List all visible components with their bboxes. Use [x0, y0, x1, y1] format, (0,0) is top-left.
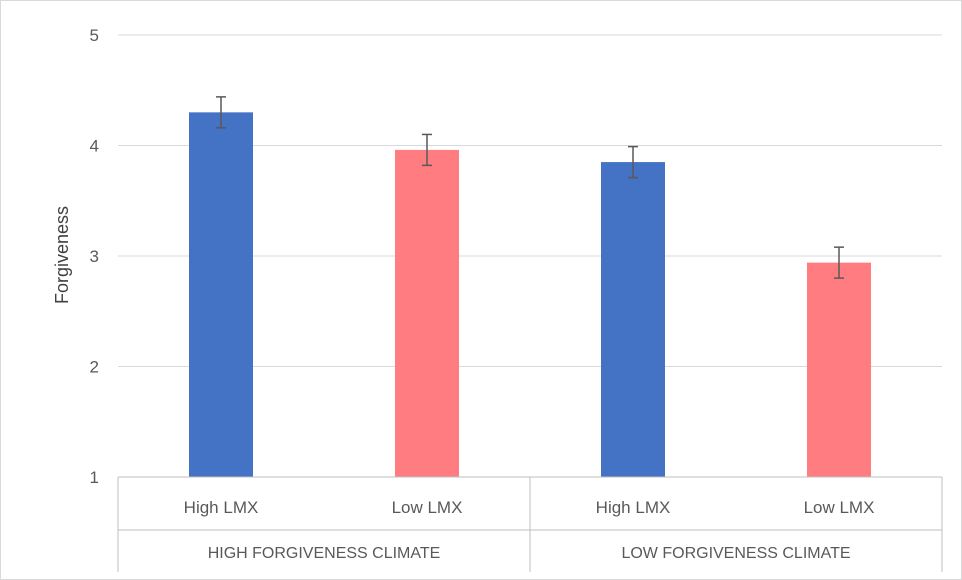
y-axis-label: Forgiveness [52, 206, 72, 304]
gridlines [118, 34, 942, 367]
bar [601, 162, 665, 477]
x-axis: High LMX Low LMX High LMX Low LMX HIGH FORGI… [117, 476, 943, 572]
y-tick-label: 5 [90, 26, 99, 45]
y-tick-label: 2 [90, 358, 99, 377]
y-axis-ticks: 1 2 3 4 5 [90, 26, 99, 487]
x-category-label: Low LMX [804, 498, 875, 517]
bars [189, 112, 871, 478]
x-group-label: HIGH FORGIVENESS CLIMATE [208, 545, 441, 562]
bar [189, 112, 253, 477]
error-bars [216, 96, 844, 279]
x-category-label: Low LMX [392, 498, 463, 517]
x-category-label: High LMX [596, 498, 671, 517]
y-tick-label: 4 [90, 137, 99, 156]
bar [395, 149, 459, 478]
x-category-label: High LMX [184, 498, 259, 517]
x-group-label: LOW FORGIVENESS CLIMATE [621, 545, 850, 562]
bar [807, 262, 871, 477]
y-tick-label: 1 [90, 468, 99, 487]
y-tick-label: 3 [90, 247, 99, 266]
